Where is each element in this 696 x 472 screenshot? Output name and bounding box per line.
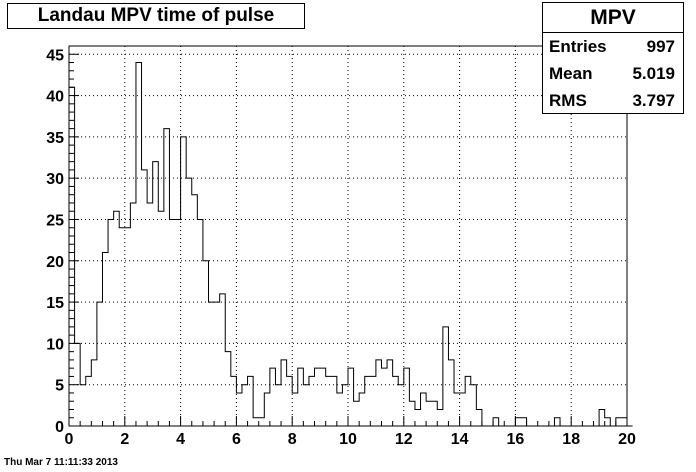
stats-value: 3.797 xyxy=(632,90,675,110)
axes: 0 2 4 6 8 10 12 14 16 18 20 0 5 10 15 20 25 30 35 40 45 xyxy=(46,45,636,448)
stats-value: 997 xyxy=(646,36,675,56)
y-tick-label: 0 xyxy=(55,419,64,436)
stats-row-mean: Mean 5.019 xyxy=(543,60,683,87)
stats-value: 5.019 xyxy=(632,63,675,83)
x-tick-label: 8 xyxy=(288,431,297,448)
x-tick-label: 10 xyxy=(339,431,357,448)
stats-label: RMS xyxy=(549,90,587,110)
y-tick-label: 10 xyxy=(46,336,64,353)
y-tick-label: 40 xyxy=(46,89,64,106)
x-tick-label: 6 xyxy=(232,431,241,448)
x-tick-label: 12 xyxy=(395,431,413,448)
y-tick-label: 35 xyxy=(46,130,64,147)
stats-box: MPV Entries 997 Mean 5.019 RMS 3.797 xyxy=(542,2,684,114)
chart-title: Landau MPV time of pulse xyxy=(7,3,305,29)
stats-row-rms: RMS 3.797 xyxy=(543,87,683,114)
timestamp: Thu Mar 7 11:11:33 2013 xyxy=(4,457,118,468)
y-tick-label: 30 xyxy=(46,171,64,188)
y-tick-label: 15 xyxy=(46,295,64,312)
y-tick-label: 25 xyxy=(46,212,64,229)
stats-label: Entries xyxy=(549,36,607,56)
x-tick-label: 0 xyxy=(65,431,74,448)
grid xyxy=(69,46,627,426)
x-tick-label: 20 xyxy=(618,431,636,448)
y-tick-label: 45 xyxy=(46,47,64,64)
x-tick-label: 4 xyxy=(176,431,185,448)
y-tick-label: 5 xyxy=(55,378,64,395)
x-tick-label: 18 xyxy=(562,431,580,448)
y-tick-label: 20 xyxy=(46,254,64,271)
x-tick-label: 2 xyxy=(120,431,129,448)
stats-label: Mean xyxy=(549,63,593,83)
stats-row-entries: Entries 997 xyxy=(543,33,683,60)
stats-name: MPV xyxy=(543,3,683,33)
x-tick-label: 14 xyxy=(451,431,469,448)
x-tick-label: 16 xyxy=(507,431,525,448)
